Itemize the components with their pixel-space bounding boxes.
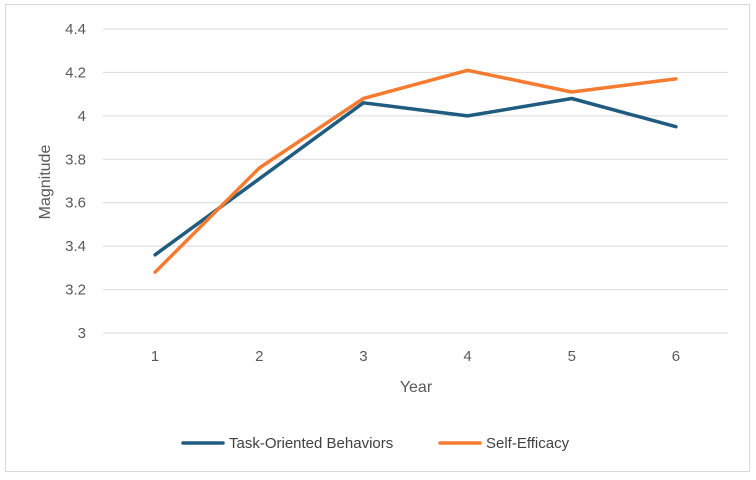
x-axis-ticks: 1 2 3 4 5 6	[151, 348, 680, 365]
y-tick-label: 4.4	[65, 21, 86, 38]
x-axis-title: Year	[400, 379, 433, 396]
y-axis-ticks: 3 3.2 3.4 3.6 3.8 4 4.2 4.4	[65, 21, 86, 342]
y-tick-label: 3	[78, 325, 86, 342]
x-tick-label: 5	[568, 348, 576, 365]
chart-frame	[5, 4, 750, 472]
legend-label: Task-Oriented Behaviors	[229, 435, 393, 452]
legend-label: Self-Efficacy	[486, 435, 570, 452]
x-tick-label: 1	[151, 348, 159, 365]
y-tick-label: 4	[78, 108, 86, 125]
series-line-0	[153, 96, 678, 257]
x-tick-label: 6	[672, 348, 680, 365]
y-tick-label: 4.2	[65, 64, 86, 81]
series-lines	[153, 68, 678, 274]
series-line-1	[153, 68, 678, 274]
x-tick-label: 2	[255, 348, 263, 365]
y-tick-label: 3.4	[65, 238, 86, 255]
y-tick-label: 3.2	[65, 282, 86, 299]
legend: Task-Oriented Behaviors Self-Efficacy	[181, 435, 570, 452]
x-tick-label: 4	[463, 348, 471, 365]
y-tick-label: 3.6	[65, 195, 86, 212]
x-tick-label: 3	[359, 348, 367, 365]
y-tick-label: 3.8	[65, 151, 86, 168]
gridlines	[103, 28, 728, 334]
y-axis-title: Magnitude	[37, 145, 54, 220]
